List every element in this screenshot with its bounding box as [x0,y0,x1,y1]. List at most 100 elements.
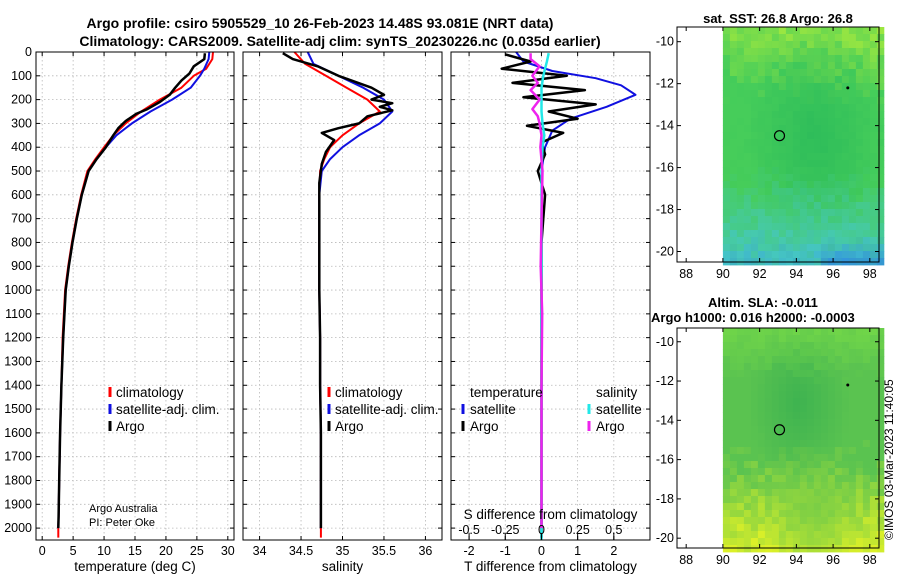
map-cell [778,27,787,35]
map-cell [785,461,794,469]
map-cell [876,146,885,154]
map-cell [799,510,808,518]
map-cell [736,34,745,42]
map-cell [876,181,885,189]
map-cell [876,356,885,364]
map-cell [848,447,857,455]
map-cell [757,41,766,49]
map-cell [862,174,871,182]
map-cell [722,363,731,371]
map-cell [848,146,857,154]
map-cell [841,419,850,427]
map-cell [736,251,745,259]
map-cell [785,104,794,112]
x-tick-label: 96 [826,267,840,281]
map-cell [855,468,864,476]
map-cell [757,531,766,539]
map-cell [862,34,871,42]
map-cell [813,167,822,175]
map-cell [862,230,871,238]
map-cell [757,27,766,35]
map-cell [806,517,815,525]
map-cell [862,76,871,84]
map-cell [855,489,864,497]
map-cell [785,76,794,84]
map-cell [841,510,850,518]
map-cell [764,503,773,511]
map-cell [778,251,787,259]
map-cell [750,538,759,546]
argo-position-marker [773,130,786,142]
map-cell [764,398,773,406]
map-cell [841,104,850,112]
map-cell [834,174,843,182]
x-tick-label: 98 [863,553,877,567]
map-cell [876,27,885,35]
map-cell [813,223,822,231]
map-cell [785,356,794,364]
map-cell [799,160,808,168]
map-cell [827,489,836,497]
x2-tick-label: 0.25 [565,523,589,537]
map-cell [736,244,745,252]
map-cell [722,90,731,98]
map-cell [722,496,731,504]
map-cell [848,167,857,175]
map-cell [736,496,745,504]
map-cell [729,531,738,539]
map-cell [764,447,773,455]
map-cell [820,230,829,238]
map-cell [869,356,878,364]
map-cell [778,202,787,210]
map-cell [806,167,815,175]
map-cell [799,34,808,42]
map-cell [813,139,822,147]
map-cell [869,517,878,525]
map-cell [750,97,759,105]
map-cell [848,132,857,140]
map-cell [750,342,759,350]
map-cell [750,335,759,343]
map-cell [876,230,885,238]
map-cell [792,531,801,539]
map-cell [834,503,843,511]
map-cell [855,342,864,350]
map-cell [743,538,752,546]
map-cell [855,335,864,343]
map-cell [855,419,864,427]
map-cell [855,41,864,49]
map-cell [736,391,745,399]
map-cell [813,132,822,140]
map-cell [827,90,836,98]
map-cell [869,440,878,448]
map-cell [876,419,885,427]
map-cell [820,237,829,245]
map-cell [764,461,773,469]
salinity-panel: 34 34.5 35 35.5 36salinityclimatologysatelli… [242,51,443,574]
map-cell [764,391,773,399]
map-cell [834,510,843,518]
map-cell [785,391,794,399]
y-tick-label: -14 [656,413,674,427]
map-cell [792,349,801,357]
map-cell [778,398,787,406]
map-cell [855,202,864,210]
map-cell [771,237,780,245]
map-cell [778,76,787,84]
map-cell [722,405,731,413]
map-cell [743,405,752,413]
map-cell [834,237,843,245]
map-cell [862,370,871,378]
map-cell [722,139,731,147]
map-cell [729,195,738,203]
map-cell [799,132,808,140]
map-cell [771,244,780,252]
map-cell [764,482,773,490]
map-cell [862,496,871,504]
map-cell [729,440,738,448]
map-cell [841,468,850,476]
map-cell [855,503,864,511]
map-cell [813,482,822,490]
map-cell [778,97,787,105]
map-cell [806,55,815,63]
